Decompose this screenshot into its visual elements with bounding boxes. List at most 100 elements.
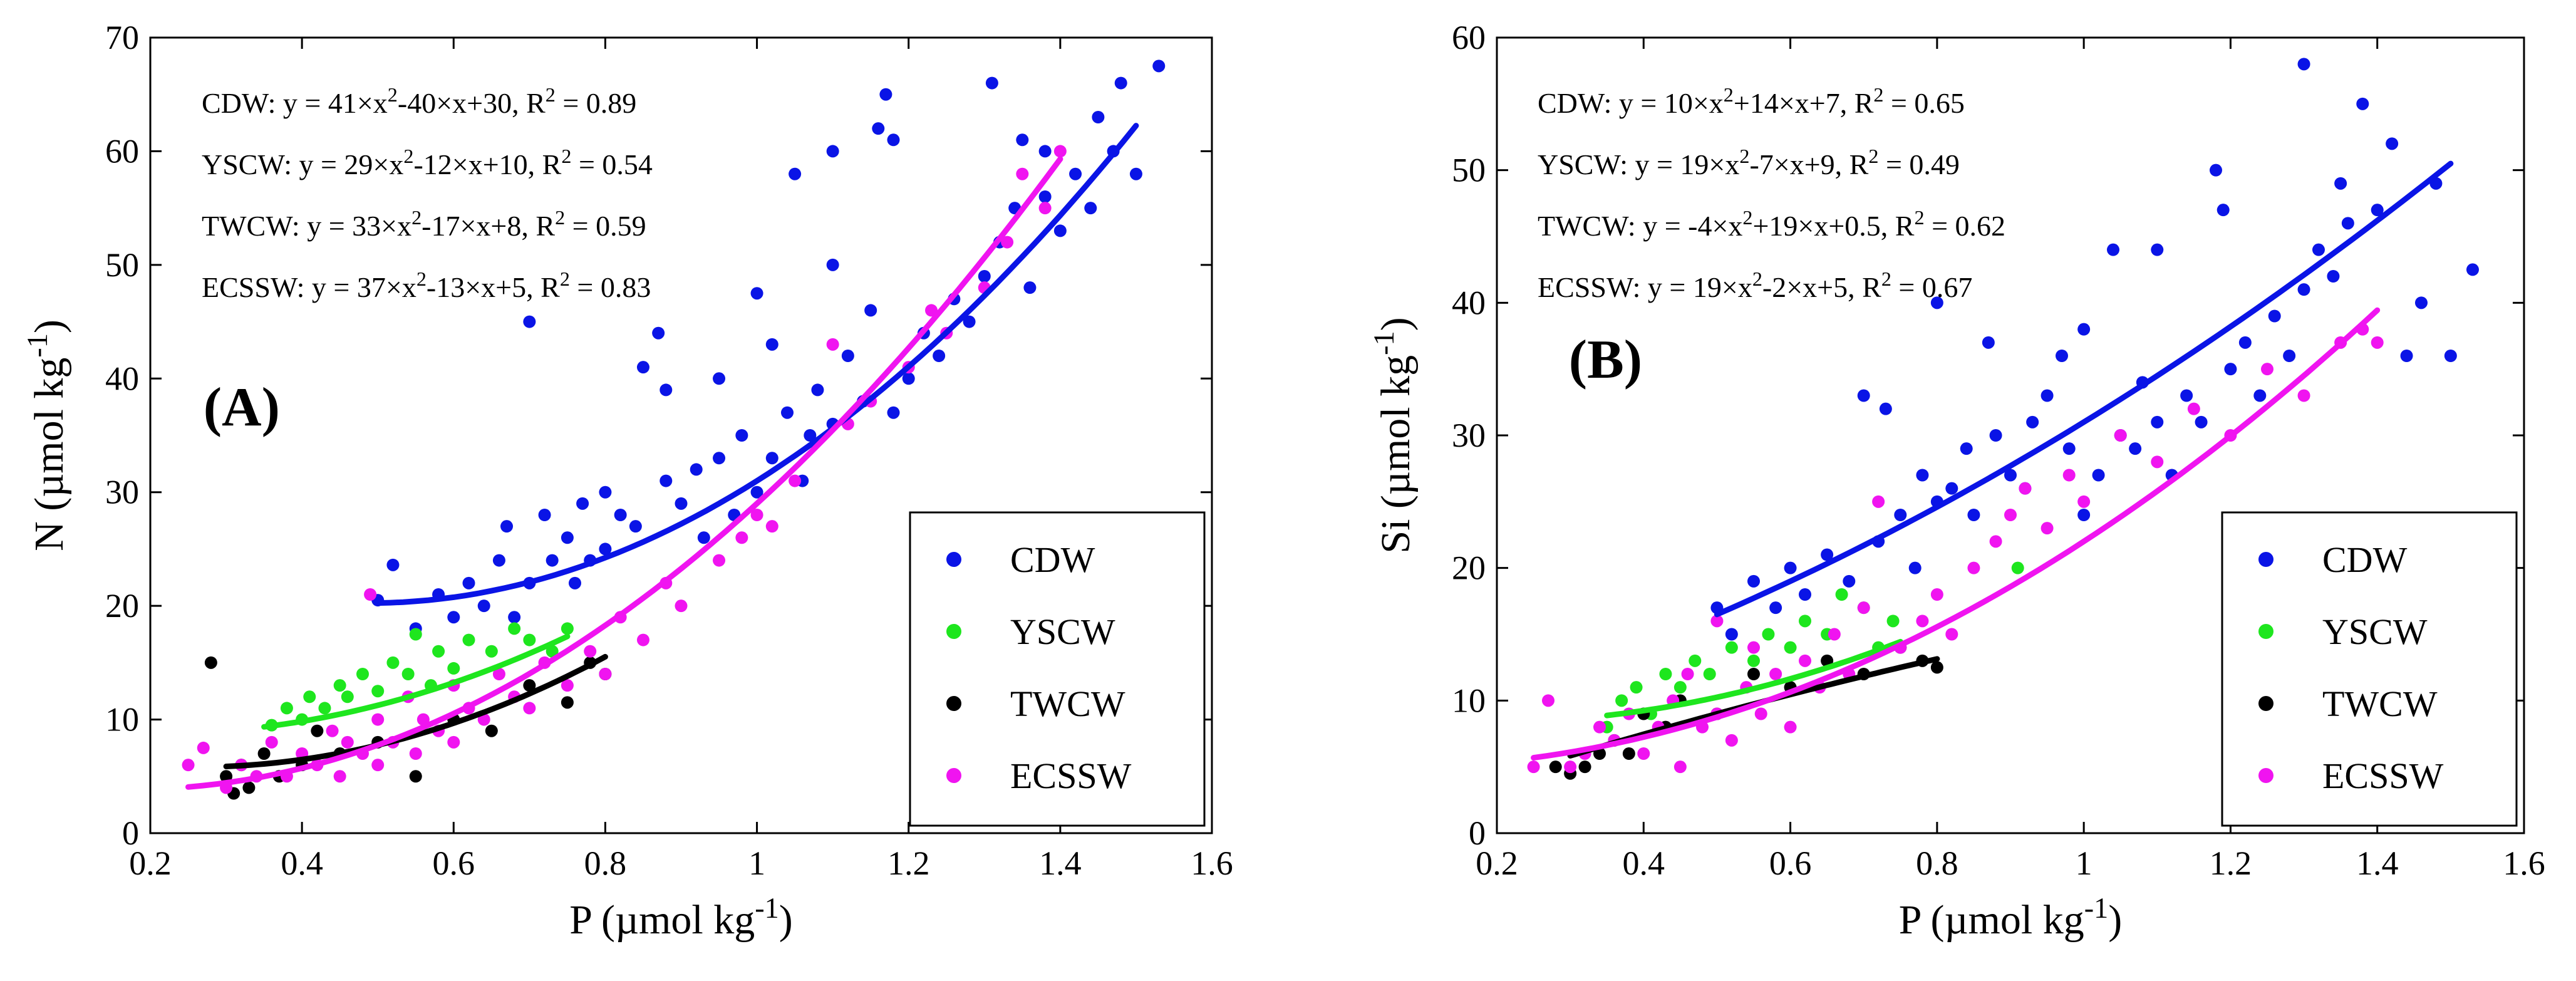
y-tick-label: 50 bbox=[1452, 152, 1486, 189]
data-point bbox=[523, 315, 536, 328]
legend-marker-twcw bbox=[2258, 696, 2273, 711]
data-point bbox=[1038, 145, 1052, 158]
legend-label-yscw: YSCW bbox=[2322, 611, 2428, 652]
data-point bbox=[1754, 707, 1767, 720]
data-point bbox=[750, 287, 763, 300]
panel-B-chart: 0.2 0.4 0.6 0.8 1 1.2 1.4 1.6 0 10 20 30 40 50 60 P (µm… bbox=[1368, 19, 2545, 943]
data-point bbox=[485, 724, 498, 737]
data-point bbox=[1725, 734, 1738, 747]
legend-label-ecssw: ECSSW bbox=[1010, 755, 1132, 796]
data-point bbox=[2224, 363, 2237, 376]
data-point bbox=[356, 668, 369, 680]
data-point bbox=[333, 679, 346, 692]
data-point bbox=[1872, 495, 1885, 508]
legend-marker-cdw bbox=[946, 552, 961, 567]
y-tick-label: 60 bbox=[105, 132, 139, 170]
data-point bbox=[492, 668, 505, 680]
data-point bbox=[341, 690, 354, 703]
data-point bbox=[1930, 588, 1943, 601]
panel-label: (B) bbox=[1569, 330, 1642, 390]
data-point bbox=[925, 304, 938, 317]
data-point bbox=[781, 406, 794, 419]
legend-marker-cdw bbox=[2258, 552, 2273, 567]
data-point bbox=[1857, 601, 1870, 615]
data-point bbox=[432, 645, 445, 658]
data-point bbox=[462, 633, 475, 646]
y-tick-label: 10 bbox=[105, 701, 139, 739]
legend-label-yscw: YSCW bbox=[1010, 611, 1115, 652]
x-tick-label: 1.2 bbox=[2210, 844, 2252, 882]
data-point bbox=[1084, 202, 1097, 215]
data-point bbox=[2261, 363, 2273, 376]
data-point bbox=[2312, 243, 2325, 256]
equation-twcw: TWCW: y = -4×x2+19×x+0.5, R2 = 0.62 bbox=[1538, 206, 2005, 242]
data-point bbox=[879, 88, 892, 101]
data-point bbox=[386, 656, 400, 669]
data-point bbox=[2400, 350, 2413, 362]
x-tick-label: 0.8 bbox=[584, 844, 627, 882]
x-axis-label: P (µmol kg-1) bbox=[1899, 892, 2122, 943]
data-point bbox=[2195, 415, 2208, 428]
data-point bbox=[2107, 243, 2119, 256]
data-point bbox=[1967, 561, 1980, 574]
data-point bbox=[2371, 204, 2384, 217]
data-point bbox=[2356, 97, 2369, 110]
data-point bbox=[1960, 442, 1973, 455]
data-point bbox=[599, 542, 612, 556]
data-point bbox=[1622, 747, 1635, 760]
data-point bbox=[652, 326, 665, 340]
x-tick-label: 0.2 bbox=[129, 844, 172, 882]
data-point bbox=[371, 713, 385, 726]
x-tick-label: 1.4 bbox=[2356, 844, 2399, 882]
data-point bbox=[2386, 137, 2399, 150]
x-tick-label: 0.2 bbox=[1476, 844, 1518, 882]
data-point bbox=[1945, 482, 1958, 495]
y-tick-label: 30 bbox=[1452, 417, 1486, 454]
data-point bbox=[257, 747, 271, 760]
data-point bbox=[1527, 760, 1540, 774]
data-point bbox=[2238, 336, 2252, 349]
data-point bbox=[576, 497, 589, 510]
data-point bbox=[2216, 204, 2230, 217]
data-point bbox=[447, 611, 460, 624]
data-point bbox=[265, 735, 278, 749]
data-point bbox=[811, 383, 824, 397]
data-point bbox=[826, 145, 839, 158]
data-point bbox=[508, 611, 521, 624]
x-tick-label: 0.4 bbox=[1623, 844, 1665, 882]
x-tick-label: 1.4 bbox=[1039, 844, 1082, 882]
y-tick-label: 20 bbox=[1452, 549, 1486, 587]
data-point bbox=[1747, 574, 1760, 588]
legend: CDW YSCW TWCW ECSSW bbox=[2221, 511, 2518, 827]
data-point bbox=[1769, 601, 1782, 615]
data-point bbox=[2011, 561, 2024, 574]
data-point bbox=[1001, 236, 1014, 249]
data-point bbox=[409, 770, 422, 783]
x-tick-label: 1.2 bbox=[887, 844, 930, 882]
equation-ecssw: ECSSW: y = 37×x2-13×x+5, R2 = 0.83 bbox=[202, 267, 651, 303]
data-point bbox=[2180, 389, 2193, 402]
data-point bbox=[2210, 164, 2222, 177]
data-point bbox=[561, 531, 574, 544]
data-point bbox=[765, 520, 778, 533]
data-point bbox=[462, 576, 475, 589]
x-axis-label: P (µmol kg-1) bbox=[569, 892, 792, 943]
equation-cdw: CDW: y = 10×x2+14×x+7, R2 = 0.65 bbox=[1538, 83, 1965, 119]
data-point bbox=[636, 361, 649, 374]
data-point bbox=[220, 770, 233, 783]
data-point bbox=[660, 474, 673, 487]
data-point bbox=[1908, 561, 1922, 574]
fit-curve-yscw bbox=[261, 633, 571, 730]
data-point bbox=[804, 429, 817, 442]
data-point bbox=[2341, 217, 2354, 230]
y-tick-label: 10 bbox=[1452, 682, 1486, 719]
data-point bbox=[1916, 469, 1929, 482]
data-point bbox=[2056, 350, 2068, 362]
legend-marker-yscw bbox=[946, 624, 961, 639]
equation-twcw: TWCW: y = 33×x2-17×x+8, R2 = 0.59 bbox=[202, 206, 646, 242]
data-point bbox=[1799, 615, 1811, 628]
data-point bbox=[933, 350, 946, 362]
data-point bbox=[1038, 202, 1052, 215]
x-tick-label: 1 bbox=[748, 844, 765, 882]
